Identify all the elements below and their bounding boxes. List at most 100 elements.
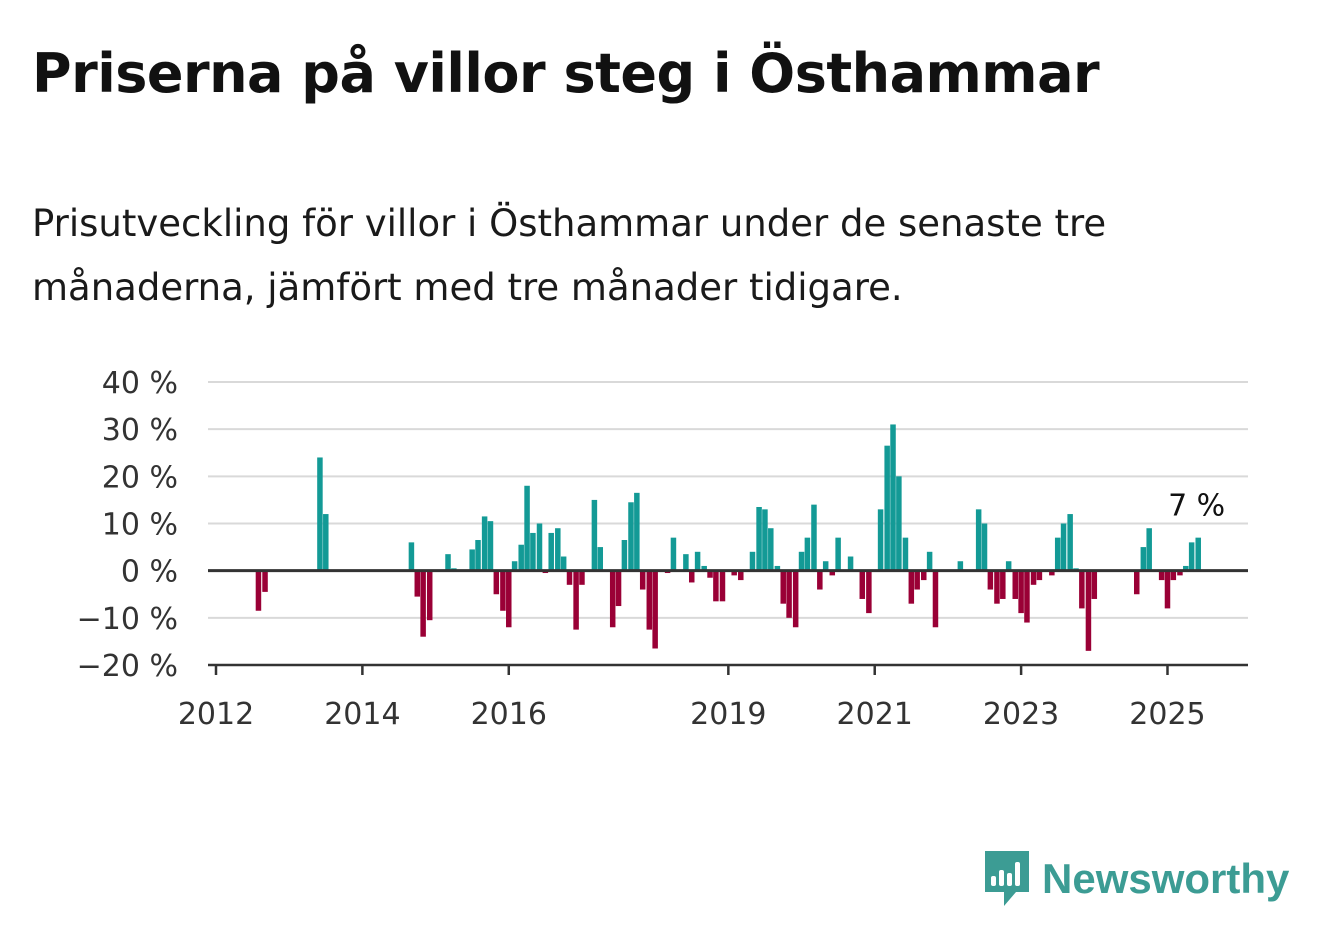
- chart-title: Priserna på villor steg i Östhammar: [32, 42, 1100, 105]
- bar: [1091, 570, 1098, 599]
- bar: [731, 570, 737, 576]
- bar: [921, 570, 927, 581]
- bar: [914, 570, 920, 590]
- bar: [780, 570, 786, 604]
- bar: [1195, 537, 1201, 571]
- bar: [1054, 537, 1061, 571]
- bar: [1188, 542, 1195, 571]
- bar: [756, 506, 762, 571]
- bar: [518, 544, 524, 571]
- bar: [475, 540, 481, 571]
- bar: [573, 570, 579, 630]
- bar: [536, 523, 543, 571]
- bar: [579, 570, 585, 585]
- bar: [634, 492, 640, 571]
- bar: [1012, 570, 1019, 599]
- bar: [762, 509, 768, 571]
- bar: [835, 537, 841, 571]
- bar: [994, 570, 1000, 604]
- bar: [829, 570, 836, 576]
- bar: [487, 521, 494, 571]
- bar: [628, 502, 634, 571]
- bar: [688, 570, 695, 583]
- bar: [609, 570, 616, 628]
- x-tick-label: 2023: [983, 697, 1059, 732]
- bar: [555, 528, 561, 571]
- bar: [738, 570, 744, 581]
- bar: [1067, 514, 1073, 571]
- bar: [670, 537, 677, 571]
- chart-subtitle: Prisutveckling för villor i Östhammar un…: [32, 202, 1107, 309]
- bar: [1018, 570, 1024, 614]
- bar: [420, 570, 426, 637]
- bar: [908, 570, 915, 604]
- bar: [707, 570, 713, 578]
- x-tick-label: 2019: [690, 697, 766, 732]
- bar: [621, 540, 628, 571]
- bar: [932, 570, 939, 628]
- bar: [701, 565, 707, 571]
- bar: [896, 476, 902, 571]
- y-tick-label: −10 %: [77, 602, 178, 637]
- bar: [786, 570, 792, 618]
- brand-name: Newsworthy: [1042, 855, 1290, 902]
- bar: [719, 570, 726, 602]
- bar: [262, 570, 268, 592]
- bar: [804, 537, 811, 571]
- bar: [506, 570, 512, 628]
- bar-chart: −20 % −10 % 0 % 10 % 20 % 30 % 40 % 2012 2014 201…: [77, 366, 1248, 732]
- y-tick-label: 10 %: [102, 508, 178, 543]
- bar: [646, 570, 653, 630]
- bar: [957, 561, 964, 571]
- bar: [884, 445, 890, 571]
- bar: [890, 424, 896, 571]
- bar: [902, 537, 909, 571]
- bar: [530, 532, 536, 571]
- bar: [1000, 570, 1006, 599]
- y-tick-label: −20 %: [77, 649, 178, 684]
- bar: [877, 509, 884, 571]
- bar: [548, 532, 554, 571]
- bar: [1177, 570, 1183, 576]
- bar: [615, 570, 622, 607]
- bar: [749, 551, 756, 571]
- bar: [1030, 570, 1037, 585]
- bar: [987, 570, 994, 590]
- newsworthy-logo-icon: [985, 851, 1029, 906]
- x-tick-label: 2016: [471, 697, 547, 732]
- bar: [493, 570, 500, 595]
- x-tick-label: 2021: [837, 697, 913, 732]
- bar: [560, 556, 567, 571]
- bar: [1140, 547, 1147, 571]
- bar: [683, 554, 689, 571]
- bar: [591, 499, 598, 571]
- axes: [208, 569, 1248, 675]
- grid-lines: [208, 381, 1248, 619]
- x-tick-label: 2025: [1129, 697, 1205, 732]
- bar: [1170, 570, 1177, 581]
- bar: [469, 549, 475, 571]
- bar: [414, 570, 421, 597]
- x-tick-label: 2012: [178, 697, 254, 732]
- bar: [1036, 570, 1043, 581]
- bar: [511, 561, 518, 571]
- bar: [798, 551, 805, 571]
- bar: [975, 509, 982, 571]
- bar: [1079, 570, 1085, 609]
- y-tick-label: 30 %: [102, 413, 178, 448]
- bar: [713, 570, 719, 602]
- bars: [255, 424, 1201, 651]
- bar: [566, 570, 573, 585]
- bar: [597, 547, 604, 571]
- bar: [768, 528, 774, 571]
- bar: [822, 561, 829, 571]
- bar: [255, 570, 262, 611]
- bar: [1005, 561, 1012, 571]
- bar: [500, 570, 506, 611]
- bar: [847, 556, 854, 571]
- bar: [694, 551, 701, 571]
- y-tick-label: 0 %: [121, 555, 178, 590]
- bar: [926, 551, 933, 571]
- bar: [866, 570, 872, 614]
- bar: [1060, 523, 1067, 571]
